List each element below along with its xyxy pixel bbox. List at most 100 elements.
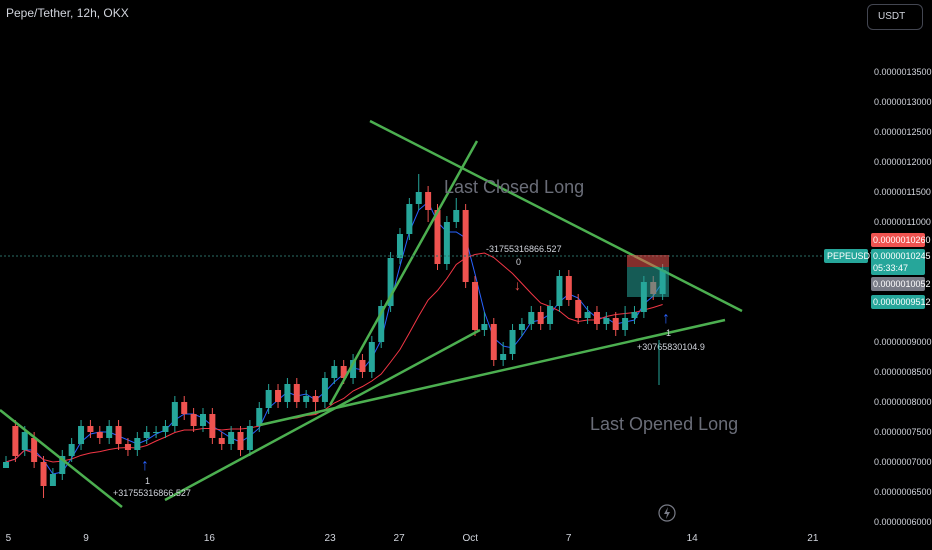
y-tick-label: 0.0000008000 [874, 397, 932, 407]
candle-body [181, 402, 188, 414]
x-tick-label: 14 [687, 533, 699, 544]
candle-body [537, 312, 544, 324]
candle-body [106, 426, 113, 438]
candle-body [12, 426, 19, 456]
candle-body [162, 426, 169, 432]
candle-body [293, 384, 300, 402]
candle-body [612, 318, 619, 330]
candle-body [481, 324, 488, 330]
candle-body [462, 210, 469, 282]
ma-fast-line [5, 201, 664, 475]
candle-body [453, 210, 460, 222]
y-tick-label: 0.0000012500 [874, 127, 932, 137]
price-badge-gray: 0.0000010052 [873, 279, 931, 289]
candle-body [500, 354, 507, 360]
candle-body [265, 390, 272, 408]
symbol-title: Pepe/Tether, 12h, OKX [6, 6, 129, 20]
y-tick-label: 0.0000012000 [874, 157, 932, 167]
candle-body [284, 384, 291, 402]
buy-arrow-icon: ↑ [141, 457, 149, 474]
candle-body [472, 282, 479, 330]
candle-body [312, 396, 319, 402]
currency-button[interactable]: USDT [867, 4, 923, 30]
buy-arrow-icon-2: ↑ [662, 310, 670, 327]
x-tick-label: 21 [807, 533, 819, 544]
moving-averages [5, 201, 664, 475]
candle-body [190, 414, 197, 426]
candle-body [199, 414, 206, 426]
candle-body [321, 378, 328, 402]
candle-body [593, 312, 600, 324]
x-tick-label: 7 [566, 533, 572, 544]
y-tick-label: 0.0000011000 [874, 217, 931, 227]
y-tick-label: 0.0000011500 [874, 187, 931, 197]
candle-body [246, 426, 253, 450]
candle-body [134, 438, 141, 450]
trendline-steep-rise[interactable] [328, 140, 479, 406]
candle-body [509, 330, 516, 354]
candle-body [387, 258, 394, 306]
y-tick-label: 0.0000013000 [874, 97, 932, 107]
candle-body [631, 312, 638, 318]
candles [3, 174, 666, 498]
candle-body [218, 438, 225, 444]
x-tick-label: 27 [394, 533, 406, 544]
annotations-layer: Last Closed Long Last Opened Long -31755… [113, 177, 738, 498]
candle-body [584, 312, 591, 318]
candle-body [256, 408, 263, 426]
candle-body [556, 276, 563, 306]
candle-body [237, 432, 244, 450]
x-tick-label: 16 [204, 533, 216, 544]
candle-body [425, 192, 432, 210]
ma-slow-line [5, 252, 663, 463]
long-signal-value-2: +30765830104.9 [637, 342, 705, 352]
candle-body [96, 432, 103, 438]
long-signal-count-1: 1 [145, 476, 150, 486]
candle-body [153, 432, 160, 433]
candle-body [603, 318, 610, 324]
candle-body [87, 426, 94, 432]
candle-body [115, 426, 122, 444]
axes: 0.0000013500 0.0000013000 0.0000012500 0.00… [6, 67, 932, 544]
price-badge-red: 0.0000010260 [873, 235, 931, 245]
candle-body [59, 456, 66, 474]
candle-body [565, 276, 572, 300]
y-tick-label: 0.0000013500 [874, 67, 932, 77]
trendline-upper-resistance[interactable] [369, 119, 743, 313]
candle-body [547, 306, 554, 324]
candle-body [350, 360, 357, 378]
y-tick-label: 0.0000006500 [874, 487, 932, 497]
x-tick-label: 9 [83, 533, 89, 544]
candle-body [68, 444, 75, 456]
candle-body [622, 318, 629, 330]
y-tick-label: 0.0000008500 [874, 367, 932, 377]
candle-body [143, 432, 150, 438]
long-signal-count-2: 1 [666, 328, 671, 338]
candle-body [303, 396, 310, 402]
trendline-left-downtrend[interactable] [0, 409, 123, 508]
trendline-long-support[interactable] [164, 328, 481, 502]
candle-body [434, 210, 441, 264]
candle-body [331, 366, 338, 378]
candle-body [378, 306, 385, 342]
candle-body [368, 342, 375, 372]
candle-body [575, 300, 582, 318]
price-badge-green: 0.0000009512 [873, 297, 931, 307]
short-signal-zero: 0 [516, 257, 521, 267]
candle-body [415, 192, 422, 204]
candle-body [396, 234, 403, 258]
candle-body [40, 462, 47, 486]
last-closed-long-text: Last Closed Long [444, 177, 584, 197]
candle-body [3, 462, 9, 468]
candle-body [528, 312, 535, 324]
candle-body [359, 360, 366, 372]
x-tick-label: Oct [462, 533, 478, 544]
y-tick-label: 0.0000006000 [874, 517, 932, 527]
y-tick-label: 0.0000009000 [874, 337, 932, 347]
candle-body [518, 324, 525, 330]
lightning-icon[interactable] [658, 504, 676, 522]
x-tick-label: 23 [325, 533, 337, 544]
candle-body [78, 426, 85, 444]
candle-body [406, 204, 413, 234]
